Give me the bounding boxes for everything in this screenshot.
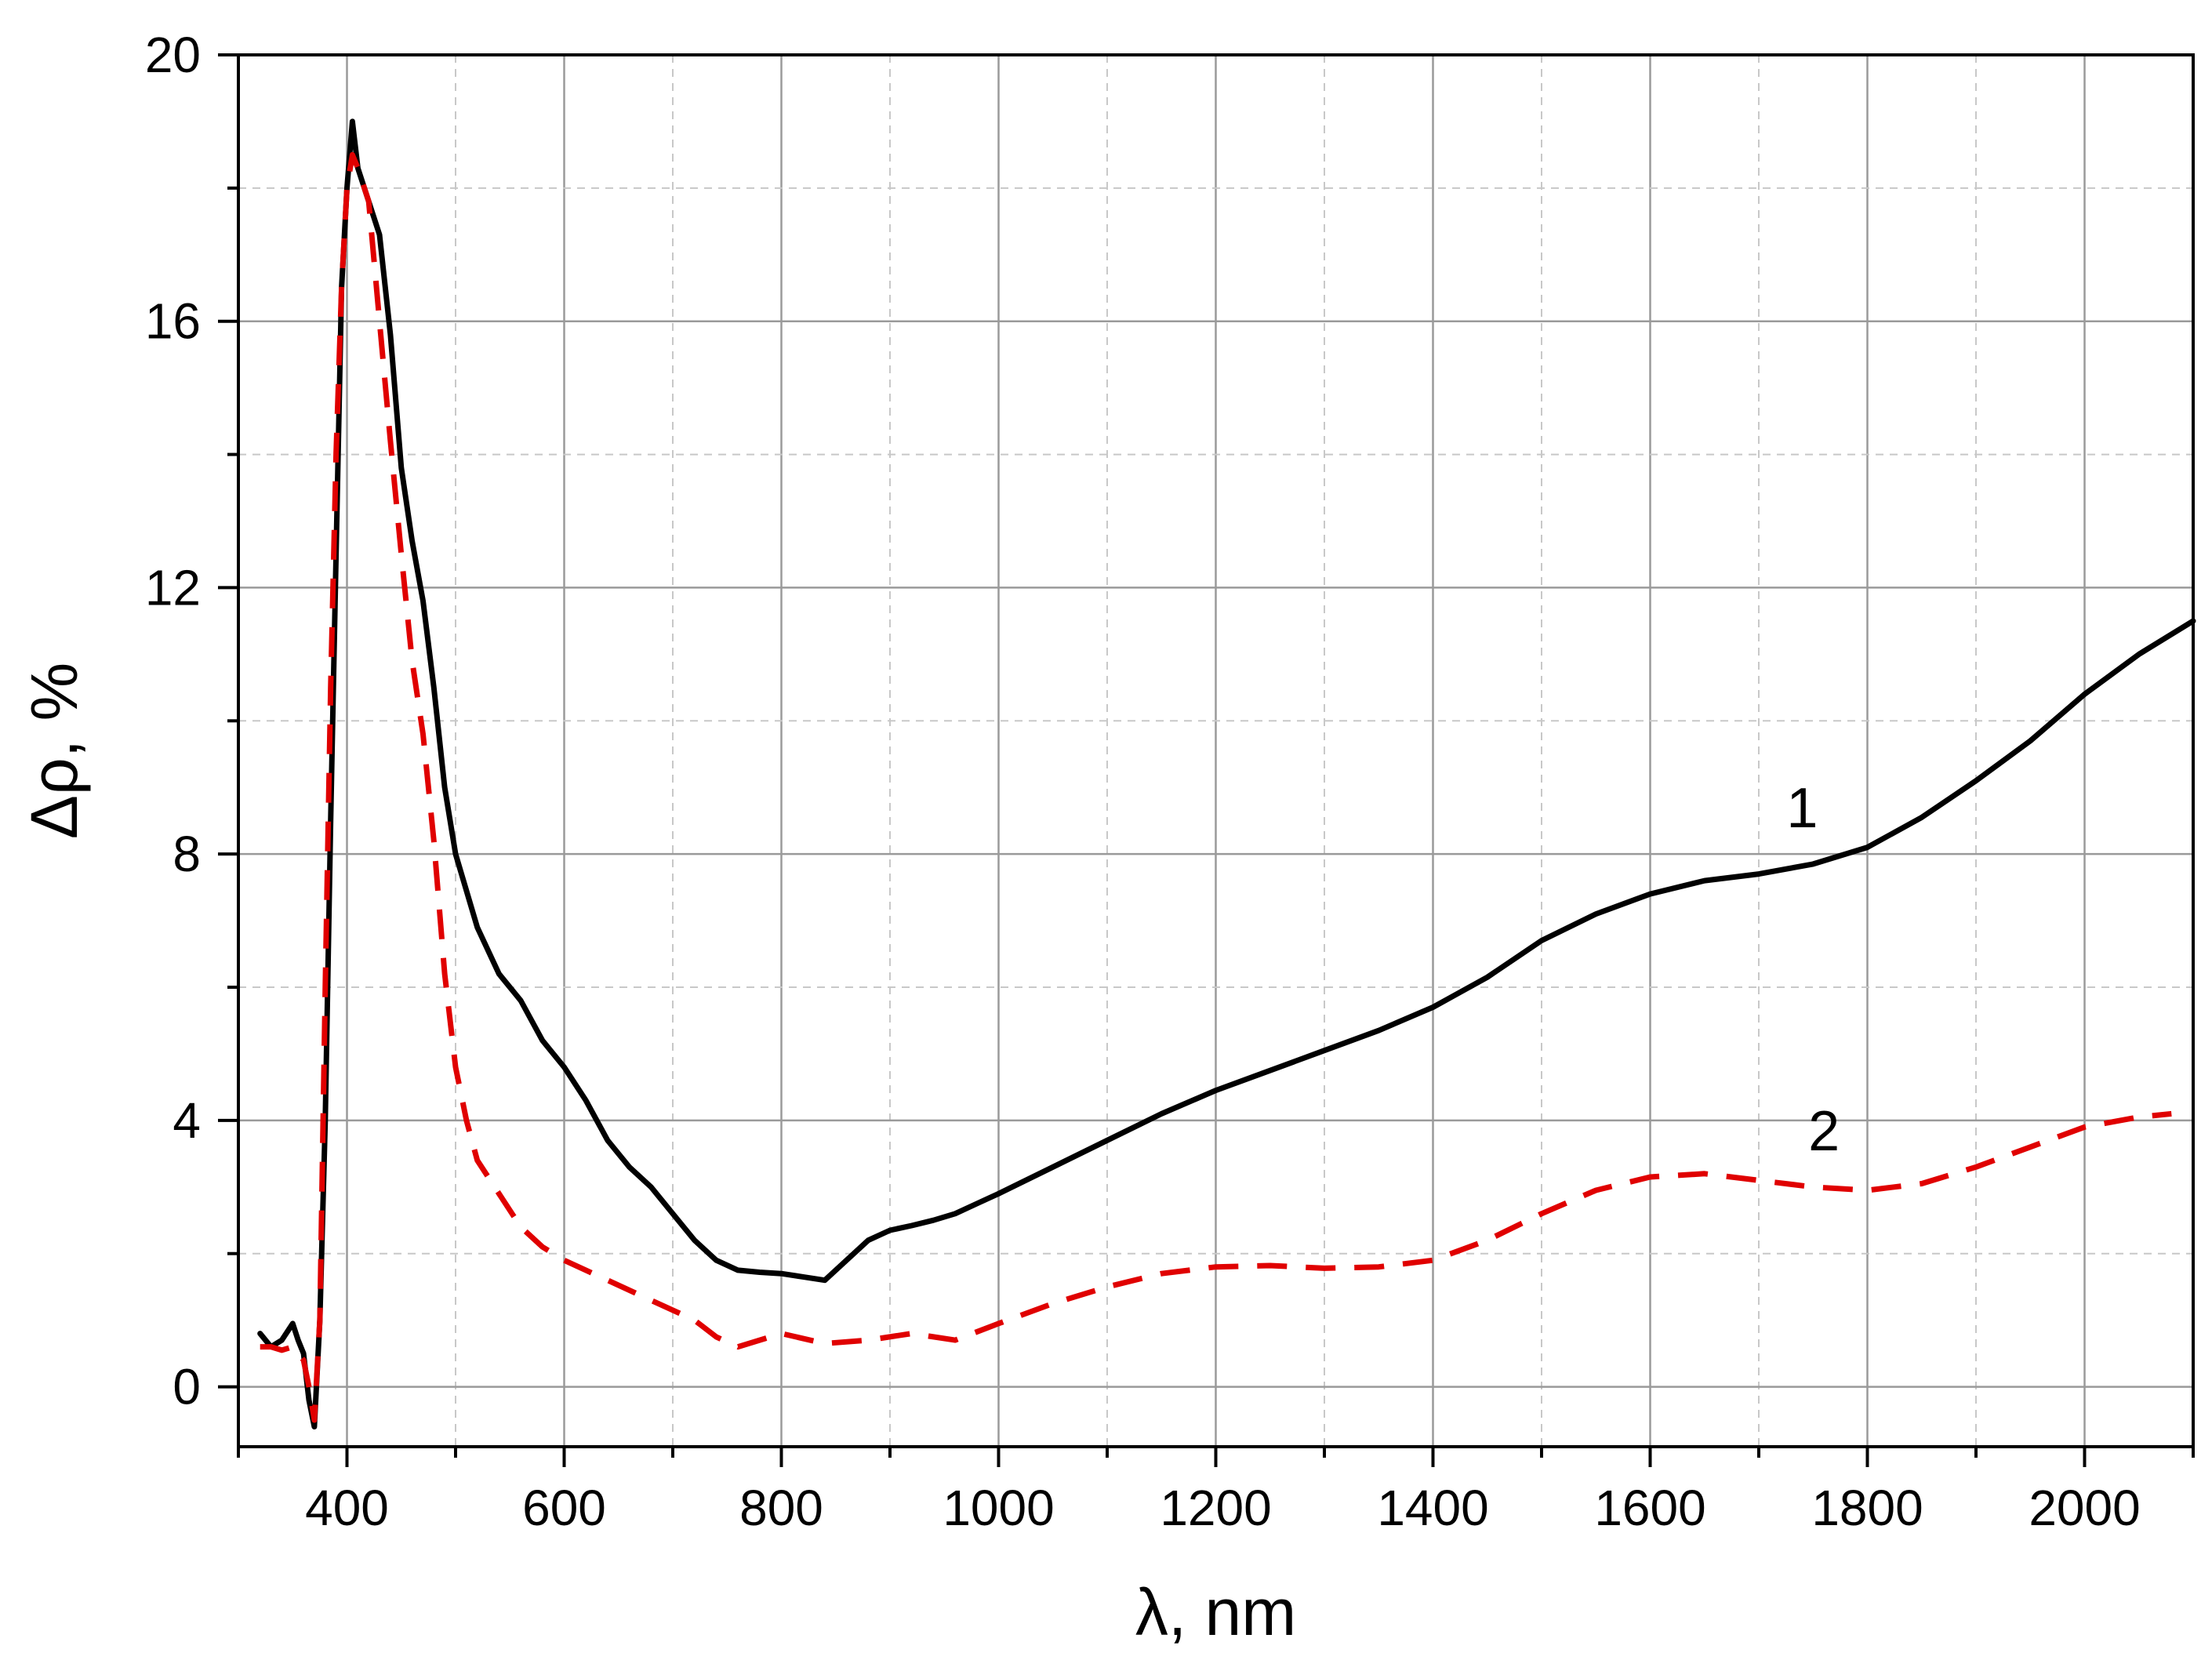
y-tick-label: 12 [145,559,201,616]
x-tick-label: 400 [305,1480,389,1536]
x-tick-label: 1000 [943,1480,1054,1536]
y-tick-label: 8 [173,826,201,882]
series-1-line [257,118,2196,1429]
y-axis-label: Δρ, % [17,663,91,839]
y-tick-label: 0 [173,1359,201,1415]
x-tick-label: 2000 [2029,1480,2140,1536]
axis-ticks [218,53,2195,1467]
x-axis-label: λ, nm [1135,1575,1296,1649]
x-tick-label: 1200 [1160,1480,1271,1536]
curve-labels: 12 [1786,777,1840,1163]
series-layer [257,118,2196,1429]
curve-label-1: 1 [1786,777,1818,840]
y-tick-label: 16 [145,293,201,350]
series-2-line [260,151,2172,1423]
y-tick-label: 20 [145,27,201,83]
x-tick-label: 800 [739,1480,823,1536]
x-tick-label: 1800 [1811,1480,1923,1536]
x-tick-label: 1400 [1377,1480,1488,1536]
tick-labels: 400 600 800 1000 1200 1400 1600 1800 20000481216… [145,27,2141,1536]
x-tick-label: 1600 [1594,1480,1705,1536]
curve-label-2: 2 [1808,1100,1840,1163]
y-tick-label: 4 [173,1092,201,1149]
x-tick-label: 600 [522,1480,606,1536]
